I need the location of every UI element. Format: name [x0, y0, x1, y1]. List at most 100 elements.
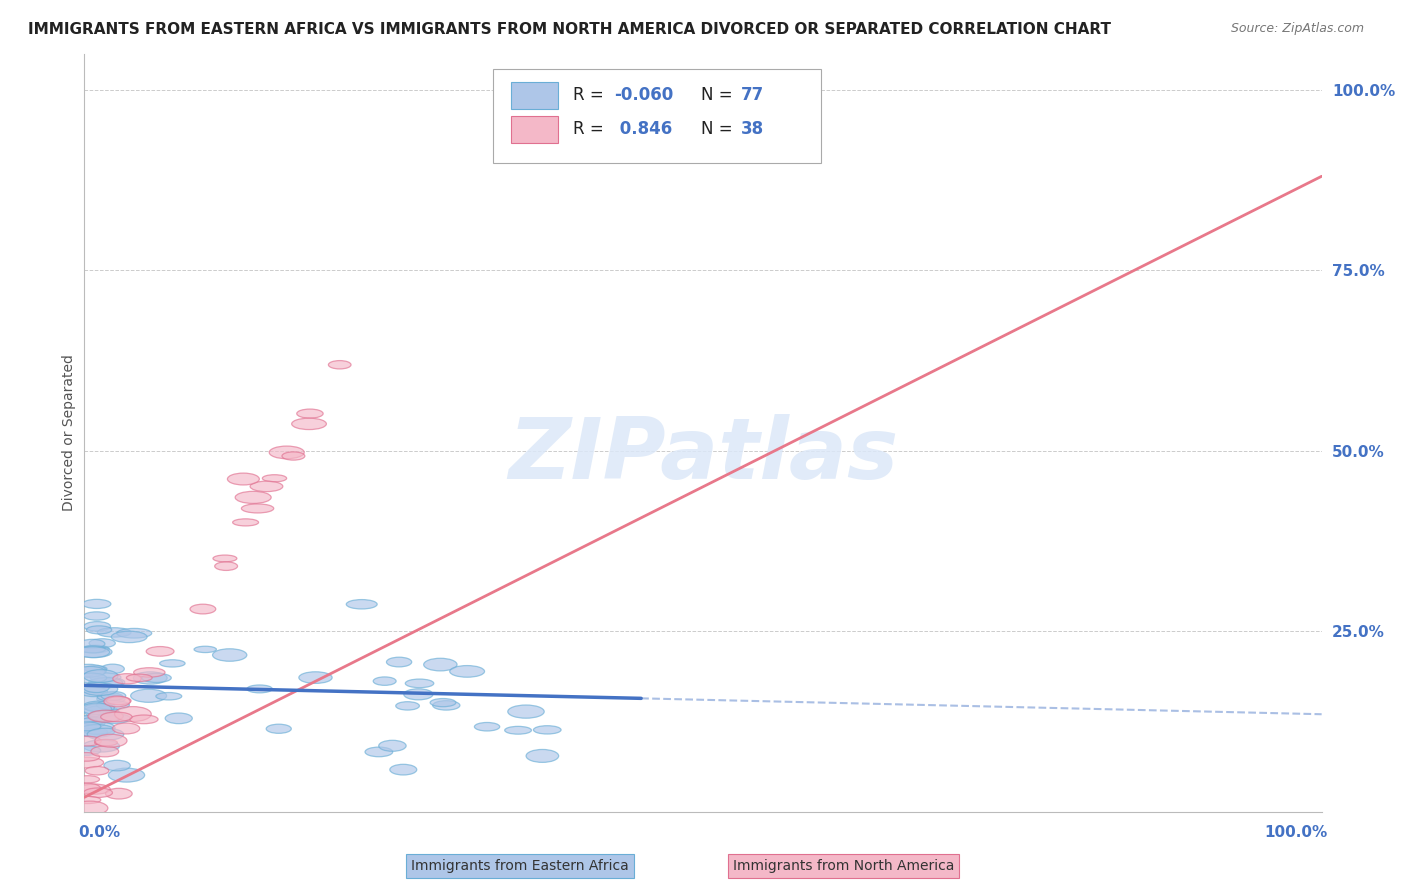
Ellipse shape	[346, 599, 377, 609]
Ellipse shape	[97, 628, 131, 637]
Ellipse shape	[404, 689, 433, 700]
Ellipse shape	[101, 691, 125, 700]
Ellipse shape	[75, 797, 101, 804]
Ellipse shape	[72, 665, 107, 677]
Ellipse shape	[112, 673, 141, 684]
Ellipse shape	[72, 736, 101, 746]
Text: 77: 77	[741, 87, 765, 104]
Ellipse shape	[83, 670, 118, 682]
Ellipse shape	[79, 784, 110, 794]
Ellipse shape	[387, 657, 412, 667]
Ellipse shape	[73, 691, 110, 705]
Ellipse shape	[79, 724, 115, 738]
FancyBboxPatch shape	[492, 69, 821, 163]
Ellipse shape	[84, 622, 111, 632]
Ellipse shape	[83, 740, 120, 752]
Ellipse shape	[405, 679, 434, 688]
Ellipse shape	[232, 519, 259, 526]
Text: Immigrants from North America: Immigrants from North America	[733, 859, 955, 872]
Ellipse shape	[389, 764, 416, 775]
Ellipse shape	[160, 660, 186, 667]
Ellipse shape	[366, 747, 392, 756]
Ellipse shape	[83, 682, 110, 692]
Ellipse shape	[83, 788, 112, 797]
Ellipse shape	[114, 706, 152, 722]
Ellipse shape	[101, 712, 132, 722]
Ellipse shape	[297, 409, 323, 418]
Ellipse shape	[82, 703, 111, 714]
Text: Source: ZipAtlas.com: Source: ZipAtlas.com	[1230, 22, 1364, 36]
Ellipse shape	[134, 672, 167, 684]
Text: 38: 38	[741, 120, 765, 138]
Ellipse shape	[89, 677, 125, 688]
Ellipse shape	[73, 727, 108, 737]
Text: -0.060: -0.060	[614, 87, 673, 104]
Ellipse shape	[86, 626, 111, 634]
Text: 0.846: 0.846	[614, 120, 672, 138]
Ellipse shape	[142, 673, 172, 682]
Ellipse shape	[105, 789, 132, 799]
Ellipse shape	[242, 504, 274, 513]
Text: N =: N =	[700, 87, 737, 104]
Ellipse shape	[96, 714, 131, 723]
Ellipse shape	[194, 646, 217, 653]
Ellipse shape	[84, 612, 110, 620]
Ellipse shape	[266, 724, 291, 733]
Ellipse shape	[76, 647, 110, 657]
Ellipse shape	[112, 723, 139, 734]
Ellipse shape	[111, 632, 148, 642]
Ellipse shape	[73, 753, 100, 761]
Ellipse shape	[97, 695, 125, 703]
Ellipse shape	[80, 687, 108, 697]
Ellipse shape	[73, 715, 105, 729]
Text: ZIPatlas: ZIPatlas	[508, 414, 898, 497]
Ellipse shape	[117, 628, 152, 638]
Ellipse shape	[87, 728, 124, 740]
Ellipse shape	[82, 645, 110, 653]
Ellipse shape	[89, 710, 122, 723]
Ellipse shape	[212, 555, 236, 562]
Ellipse shape	[329, 360, 352, 369]
Ellipse shape	[97, 700, 129, 709]
Ellipse shape	[134, 668, 165, 677]
Text: N =: N =	[700, 120, 737, 138]
Ellipse shape	[84, 704, 114, 712]
Ellipse shape	[212, 648, 247, 661]
Ellipse shape	[129, 715, 157, 723]
Ellipse shape	[75, 666, 105, 677]
Ellipse shape	[526, 749, 558, 763]
Ellipse shape	[373, 677, 396, 685]
Text: IMMIGRANTS FROM EASTERN AFRICA VS IMMIGRANTS FROM NORTH AMERICA DIVORCED OR SEPA: IMMIGRANTS FROM EASTERN AFRICA VS IMMIGR…	[28, 22, 1111, 37]
Ellipse shape	[89, 639, 115, 648]
Ellipse shape	[75, 673, 107, 683]
Ellipse shape	[90, 678, 122, 688]
Ellipse shape	[291, 418, 326, 430]
Ellipse shape	[283, 452, 305, 460]
FancyBboxPatch shape	[512, 116, 558, 143]
Ellipse shape	[83, 599, 111, 608]
Ellipse shape	[73, 722, 101, 731]
Text: 0.0%: 0.0%	[79, 825, 121, 840]
Ellipse shape	[378, 740, 406, 751]
Ellipse shape	[76, 783, 101, 794]
Ellipse shape	[90, 673, 121, 681]
Ellipse shape	[250, 481, 283, 491]
Text: R =: R =	[574, 120, 609, 138]
Ellipse shape	[79, 722, 115, 734]
Ellipse shape	[94, 739, 117, 746]
Ellipse shape	[84, 665, 107, 673]
Ellipse shape	[269, 446, 304, 458]
Ellipse shape	[508, 705, 544, 718]
Ellipse shape	[433, 700, 460, 710]
Ellipse shape	[97, 693, 122, 701]
Ellipse shape	[165, 713, 193, 723]
Ellipse shape	[83, 701, 115, 711]
Ellipse shape	[76, 776, 100, 783]
Ellipse shape	[505, 726, 531, 734]
Text: Immigrants from Eastern Africa: Immigrants from Eastern Africa	[412, 859, 628, 872]
Ellipse shape	[215, 562, 238, 571]
Ellipse shape	[101, 665, 124, 673]
Ellipse shape	[77, 646, 112, 657]
Ellipse shape	[79, 640, 105, 648]
Ellipse shape	[82, 717, 105, 724]
